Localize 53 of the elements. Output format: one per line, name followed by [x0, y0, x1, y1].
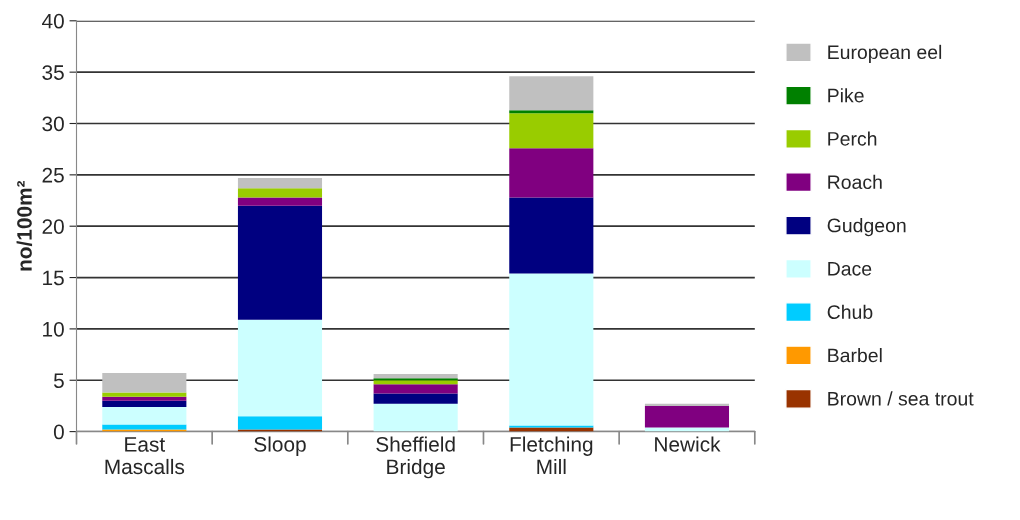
bar [237, 188, 323, 198]
bar [102, 396, 187, 401]
legend-label: Gudgeon [827, 218, 906, 237]
bar [644, 427, 730, 432]
y-tick-label: 25 [42, 167, 64, 183]
legend-label: Dace [828, 262, 872, 276]
x-tick-label: Sloop [254, 436, 306, 456]
bar [509, 76, 594, 111]
bar [509, 110, 594, 114]
bar [373, 403, 458, 432]
x-tick-label: Newick [655, 436, 721, 452]
bar [237, 205, 323, 320]
bar [509, 148, 594, 198]
legend-label: Perch [828, 131, 877, 146]
legend-label: Chub [827, 304, 873, 319]
y-tick-label: 35 [42, 65, 64, 80]
bar [373, 380, 458, 385]
x-tick-label: Sheffield Bridge [376, 436, 455, 479]
legend-label: European eel [828, 44, 942, 63]
legend-label: Pike [828, 88, 864, 103]
x-tick-label: East Mascalls [105, 437, 185, 475]
y-tick-label: 0 [53, 424, 64, 440]
bar [644, 405, 730, 428]
bar [237, 177, 323, 189]
bar [644, 403, 730, 406]
y-axis-title: no/100m² [16, 180, 33, 271]
bar [509, 113, 594, 149]
y-tick-label: 30 [42, 116, 64, 132]
y-tick-label: 10 [43, 321, 64, 337]
bar [237, 197, 323, 206]
bar [102, 400, 187, 407]
bar [237, 416, 323, 430]
bar [373, 393, 458, 404]
bar [509, 427, 594, 432]
bar [509, 273, 594, 426]
bar [102, 392, 187, 397]
legend-label: Barbel [828, 348, 882, 363]
x-tick-label: Fletching Mill [510, 436, 593, 474]
y-tick-label: 15 [43, 270, 64, 286]
bar [237, 319, 323, 417]
legend-label: Brown / sea trout [828, 391, 974, 406]
y-tick-label: 20 [42, 219, 64, 234]
bar [509, 197, 594, 274]
bar [509, 425, 594, 428]
bar [102, 373, 187, 393]
bar [373, 384, 458, 394]
bar [102, 406, 187, 425]
legend-label: Roach [828, 174, 882, 190]
bar [373, 374, 458, 379]
y-tick-label: 5 [53, 373, 64, 388]
bar [373, 378, 458, 381]
bar [102, 424, 187, 430]
y-tick-label: 40 [42, 13, 64, 29]
